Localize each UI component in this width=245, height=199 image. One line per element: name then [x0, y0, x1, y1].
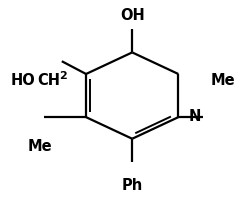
Text: CH: CH — [37, 73, 60, 88]
Text: OH: OH — [120, 8, 145, 23]
Text: Me: Me — [211, 73, 235, 88]
Text: Me: Me — [28, 139, 52, 154]
Text: Ph: Ph — [122, 178, 143, 193]
Text: N: N — [189, 109, 201, 124]
Text: 2: 2 — [59, 71, 67, 81]
Text: HO: HO — [11, 73, 36, 88]
